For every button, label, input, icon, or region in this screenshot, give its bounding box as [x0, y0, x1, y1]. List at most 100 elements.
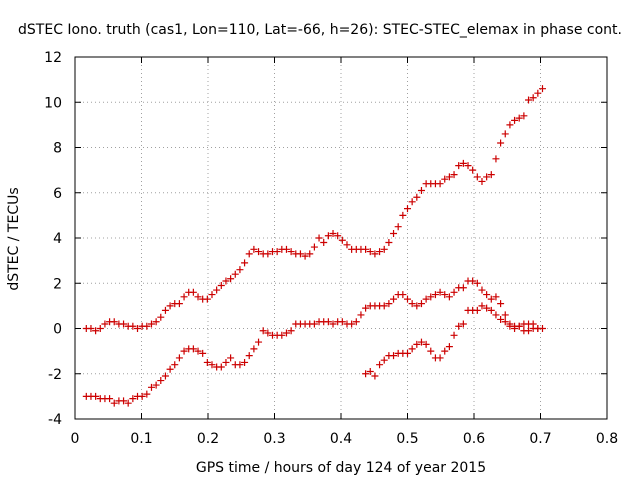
- data-point: [199, 349, 207, 357]
- series-3: [362, 302, 542, 380]
- data-point: [445, 293, 453, 301]
- data-point: [250, 345, 258, 353]
- data-point: [106, 395, 114, 403]
- data-point: [464, 162, 472, 170]
- data-point: [501, 130, 509, 138]
- series-2: [82, 277, 546, 407]
- data-point: [320, 239, 328, 247]
- data-point: [459, 159, 467, 167]
- data-point: [138, 392, 146, 400]
- data-point: [152, 381, 160, 389]
- data-point: [431, 291, 439, 299]
- data-point: [264, 329, 272, 337]
- data-point: [296, 250, 304, 258]
- data-point: [175, 300, 183, 308]
- data-point: [445, 343, 453, 351]
- axis-ticks: 0 0.1 0.2 0.3 0.4 0.5 0.6 0.7 0.8 -4 -2 0 2 4 6 8 10 12: [44, 50, 618, 447]
- data-point: [390, 229, 398, 237]
- data-point: [497, 315, 505, 323]
- data-point: [371, 250, 379, 258]
- data-point: [147, 383, 155, 391]
- data-point: [450, 331, 458, 339]
- data-point: [245, 250, 253, 258]
- data-point: [417, 300, 425, 308]
- y-axis-title: dSTEC / TECUs: [6, 187, 22, 290]
- data-point: [520, 112, 528, 120]
- data-point: [324, 232, 332, 240]
- data-point: [371, 372, 379, 380]
- data-point: [385, 239, 393, 247]
- data-point: [175, 354, 183, 362]
- data-point: [334, 232, 342, 240]
- data-point: [189, 288, 197, 296]
- x-axis-title: GPS time / hours of day 124 of year 2015: [196, 460, 486, 476]
- data-point: [101, 320, 109, 328]
- data-point: [506, 322, 514, 330]
- data-point: [120, 320, 128, 328]
- data-point: [180, 347, 188, 355]
- data-point: [459, 320, 467, 328]
- data-point: [273, 248, 281, 256]
- data-point: [362, 304, 370, 312]
- plot-frame: [74, 56, 608, 420]
- data-point: [417, 338, 425, 346]
- data-point: [376, 361, 384, 369]
- data-point: [217, 363, 225, 371]
- data-point: [483, 173, 491, 181]
- data-point: [459, 284, 467, 292]
- data-point: [255, 248, 263, 256]
- data-point: [157, 377, 165, 385]
- data-point: [87, 325, 95, 332]
- x-tick-label: 0.1: [130, 431, 152, 447]
- data-point: [287, 327, 295, 335]
- data-point: [413, 193, 421, 201]
- data-point: [236, 361, 244, 369]
- data-point: [497, 139, 505, 147]
- data-point: [338, 318, 346, 326]
- data-point: [492, 155, 500, 163]
- data-point: [124, 399, 132, 407]
- data-point: [310, 243, 318, 251]
- data-point: [390, 295, 398, 303]
- data-point: [166, 302, 174, 310]
- data-point: [478, 286, 486, 294]
- data-point: [501, 318, 509, 326]
- data-point: [110, 399, 118, 407]
- data-point: [538, 85, 546, 93]
- data-point: [306, 250, 314, 258]
- data-point: [310, 320, 318, 328]
- data-point: [255, 338, 263, 346]
- data-point: [473, 279, 481, 287]
- data-point: [329, 229, 337, 237]
- data-point: [404, 295, 411, 303]
- data-point: [203, 295, 211, 303]
- data-point: [241, 259, 249, 267]
- x-tick-label: 0.8: [596, 431, 618, 447]
- data-point: [497, 300, 505, 308]
- data-point: [343, 241, 351, 249]
- data-point: [492, 311, 500, 319]
- data-point: [376, 248, 384, 256]
- y-tick-label: 12: [44, 50, 62, 66]
- data-point: [143, 322, 151, 330]
- data-point: [203, 358, 211, 366]
- data-point: [236, 266, 244, 274]
- data-point: [92, 392, 100, 400]
- x-tick-label: 0.2: [197, 431, 219, 447]
- data-point: [436, 288, 444, 296]
- data-point: [473, 173, 481, 181]
- data-point: [315, 234, 323, 242]
- data-point: [120, 397, 128, 405]
- data-point: [408, 345, 416, 353]
- data-point: [329, 320, 337, 328]
- data-point: [338, 236, 346, 244]
- data-point: [259, 327, 267, 335]
- data-point: [469, 166, 477, 174]
- data-point: [422, 340, 430, 348]
- data-point: [525, 96, 533, 104]
- data-point: [399, 291, 407, 299]
- data-point: [436, 180, 444, 188]
- data-point: [287, 248, 295, 256]
- data-point: [422, 295, 430, 303]
